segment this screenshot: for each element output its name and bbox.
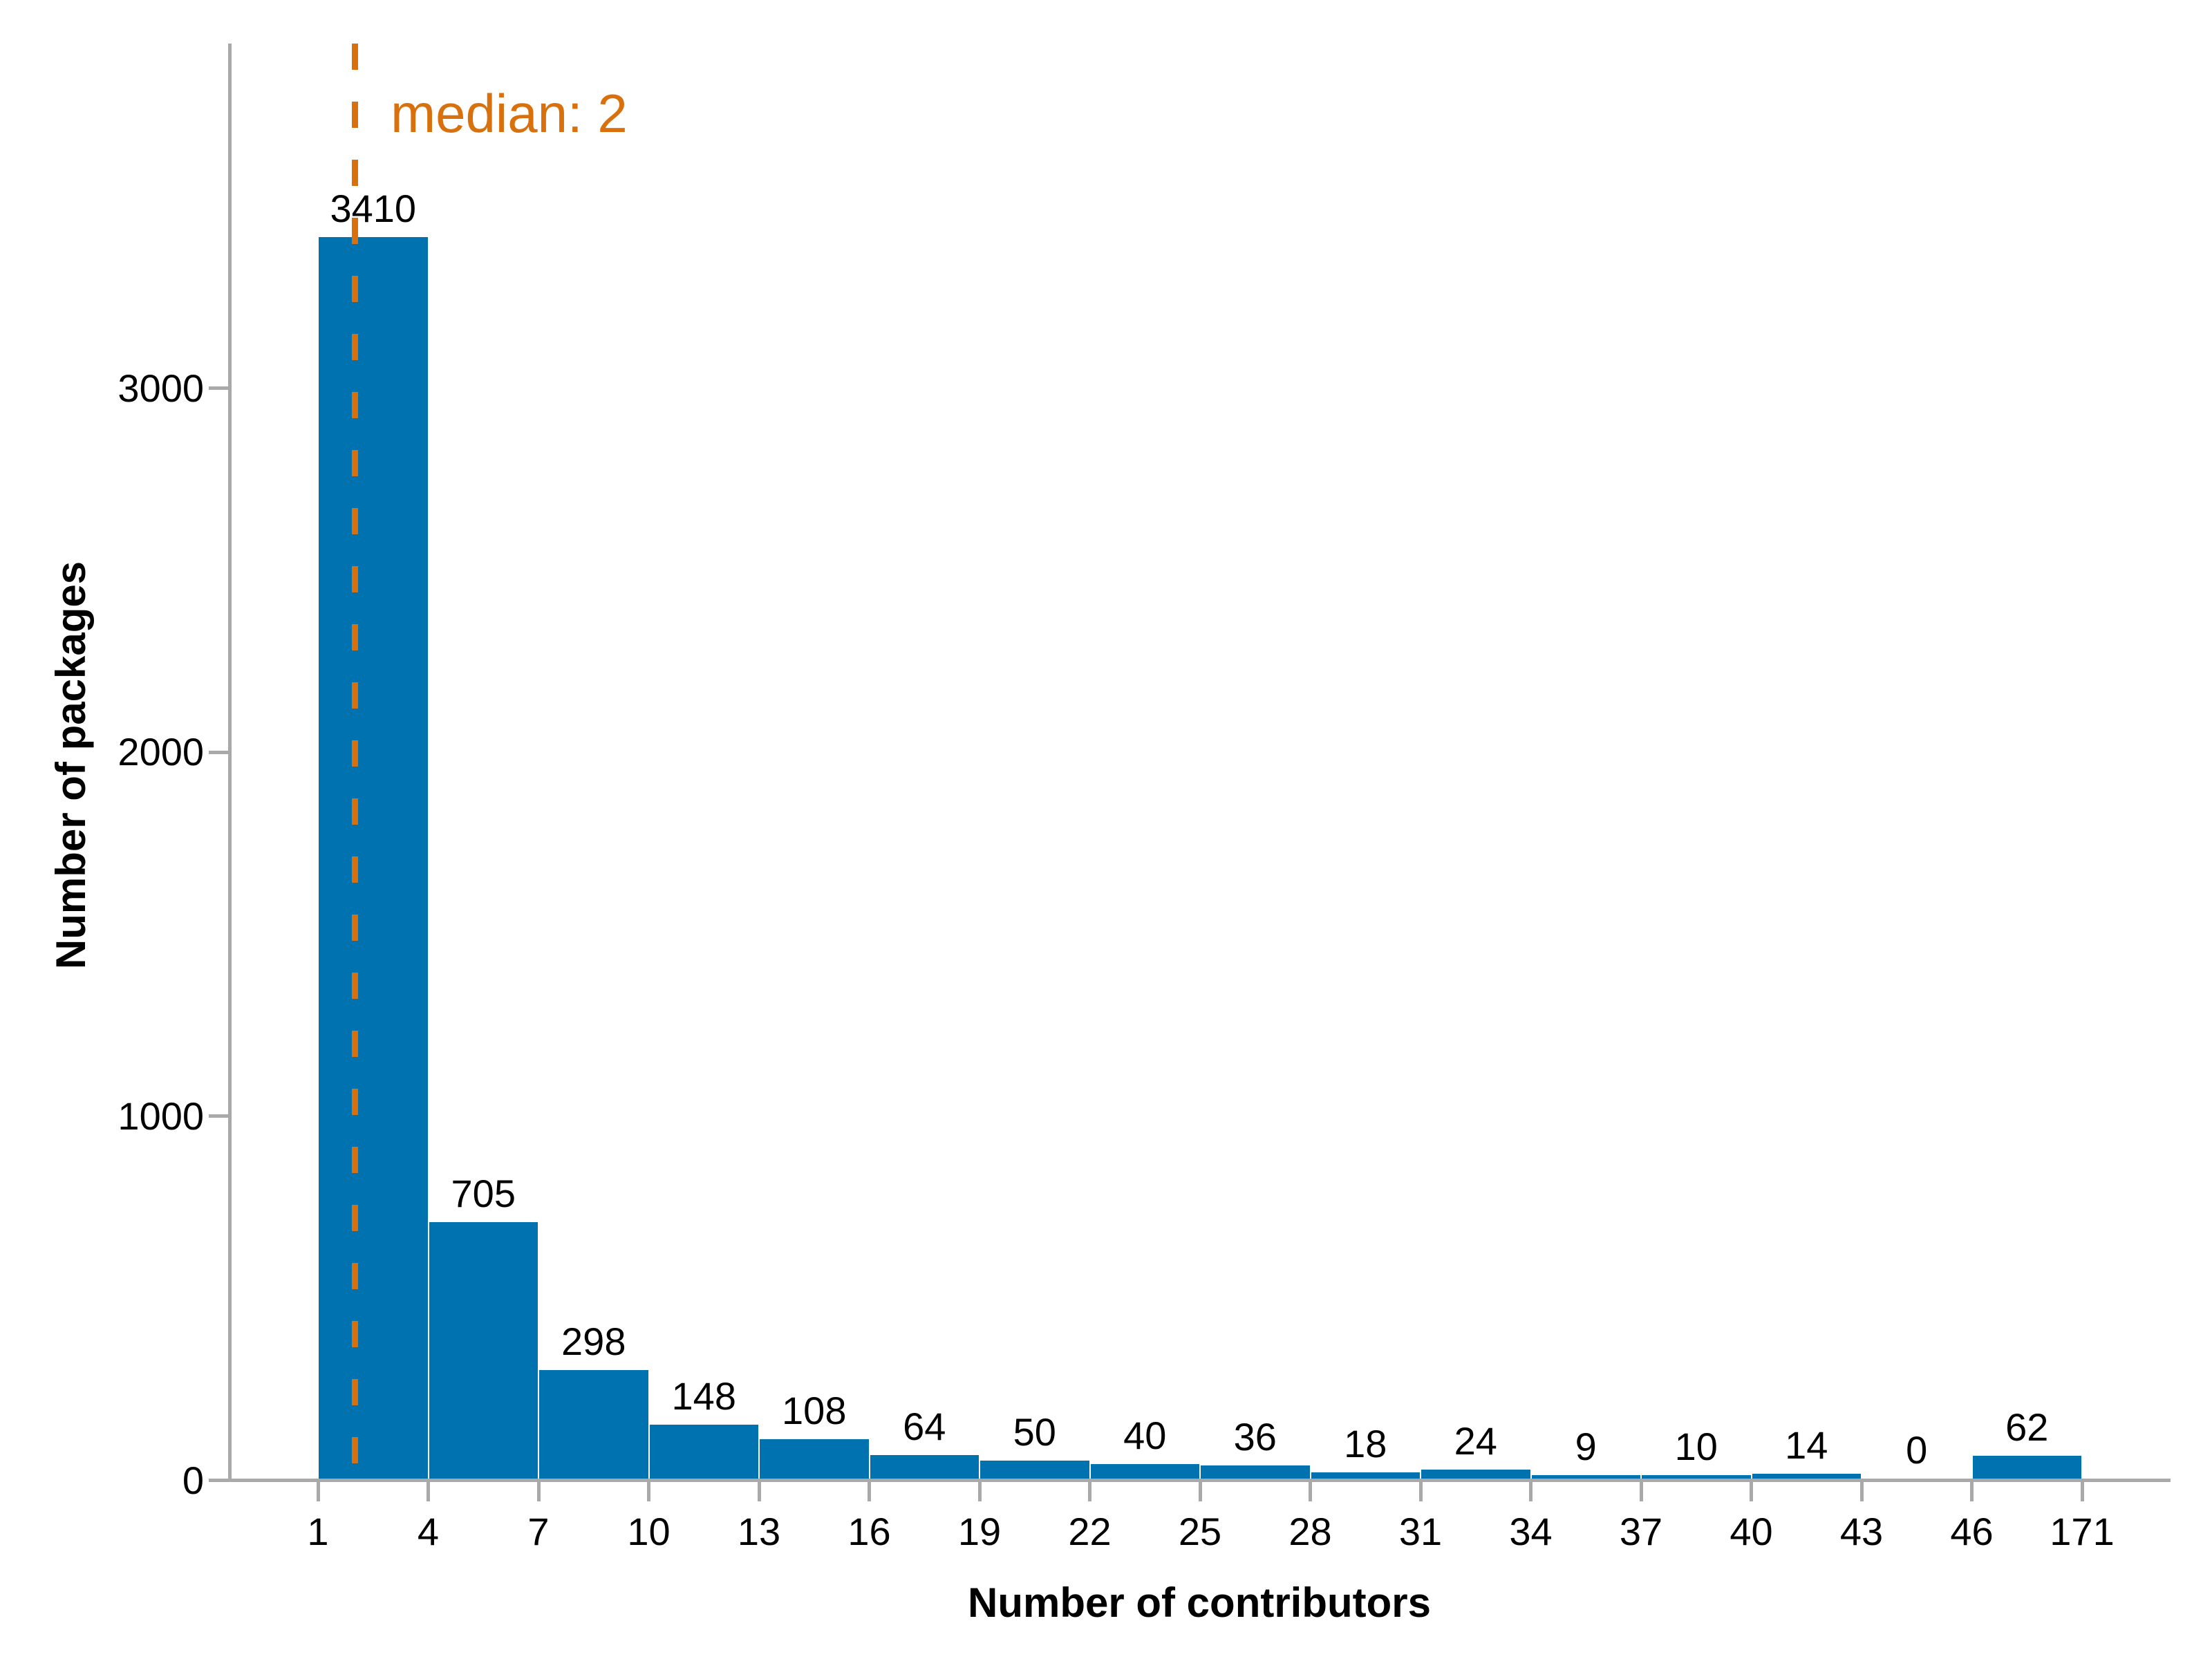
histogram-bar: [1090, 1464, 1199, 1479]
histogram-bar: [1752, 1474, 1861, 1479]
y-tick-label: 3000: [118, 366, 204, 410]
median-annotation: median: 2: [391, 83, 628, 144]
x-tick-label: 13: [737, 1510, 781, 1553]
bar-value-label: 14: [1785, 1423, 1828, 1467]
bar-value-label: 50: [1013, 1410, 1056, 1454]
histogram-bar: [1421, 1470, 1530, 1479]
x-tick-mark: [2080, 1482, 2084, 1501]
histogram-bar: [870, 1455, 979, 1479]
x-tick-mark: [1088, 1482, 1091, 1501]
x-tick-label: 46: [1950, 1510, 1994, 1553]
x-tick-label: 25: [1178, 1510, 1222, 1553]
x-tick-label: 43: [1839, 1510, 1884, 1553]
bar-value-label: 108: [782, 1389, 847, 1432]
histogram-bar: [1531, 1475, 1640, 1479]
x-tick-label: 40: [1730, 1510, 1773, 1553]
x-tick-mark: [1418, 1482, 1423, 1501]
histogram-bar: [319, 237, 428, 1479]
y-tick-label: 2000: [118, 730, 204, 774]
y-tick-mark: [209, 1479, 228, 1482]
x-tick-label: 7: [527, 1510, 550, 1553]
x-tick-label: 1: [307, 1510, 329, 1553]
bar-value-label: 62: [2005, 1405, 2049, 1449]
x-tick-label: 28: [1288, 1510, 1332, 1553]
bar-value-label: 40: [1123, 1414, 1167, 1457]
x-axis-line: [228, 1479, 2171, 1482]
histogram-bar: [1642, 1475, 1751, 1479]
x-tick-mark: [316, 1482, 320, 1501]
x-tick-label: 37: [1619, 1510, 1663, 1553]
x-tick-mark: [868, 1482, 871, 1501]
median-line: [351, 44, 358, 1479]
y-tick-label: 1000: [118, 1094, 204, 1138]
x-tick-label: 10: [627, 1510, 671, 1553]
y-tick-mark: [209, 750, 228, 754]
x-tick-mark: [1750, 1482, 1753, 1501]
y-tick-mark: [209, 386, 228, 391]
x-tick-mark: [1529, 1482, 1533, 1501]
bar-value-label: 9: [1575, 1425, 1597, 1468]
histogram-bar: [1311, 1472, 1420, 1479]
y-tick-mark: [209, 1114, 228, 1118]
x-tick-label: 19: [957, 1510, 1002, 1553]
x-tick-mark: [1639, 1482, 1643, 1501]
x-tick-label: 22: [1068, 1510, 1112, 1553]
histogram-bar: [1201, 1465, 1310, 1479]
x-tick-mark: [1198, 1482, 1202, 1501]
x-tick-mark: [1970, 1482, 1974, 1501]
y-tick-label: 0: [182, 1458, 204, 1502]
bar-value-label: 148: [671, 1374, 736, 1418]
bar-value-label: 64: [903, 1405, 946, 1448]
x-tick-mark: [536, 1482, 541, 1501]
bar-value-label: 298: [561, 1320, 626, 1363]
x-axis-title: Number of contributors: [968, 1580, 1431, 1626]
bar-value-label: 10: [1674, 1425, 1718, 1468]
bar-value-label: 36: [1233, 1415, 1277, 1459]
x-tick-label: 4: [417, 1510, 440, 1553]
bar-value-label: 24: [1454, 1419, 1497, 1463]
x-tick-mark: [757, 1482, 761, 1501]
x-tick-label: 31: [1398, 1510, 1443, 1553]
y-axis-line: [228, 44, 232, 1482]
bar-value-label: 0: [1906, 1428, 1928, 1472]
histogram-bar: [649, 1425, 758, 1479]
x-tick-label: 171: [2050, 1510, 2115, 1553]
histogram-bar: [1972, 1456, 2081, 1479]
x-tick-label: 34: [1509, 1510, 1553, 1553]
x-tick-mark: [977, 1482, 982, 1501]
x-tick-mark: [1309, 1482, 1312, 1501]
bar-value-label: 18: [1344, 1422, 1387, 1465]
bar-value-label: 705: [451, 1172, 516, 1215]
histogram-bar: [760, 1439, 869, 1479]
x-tick-mark: [1859, 1482, 1864, 1501]
histogram-bar: [429, 1222, 538, 1479]
bar-value-label: 3410: [330, 187, 417, 230]
x-tick-label: 16: [847, 1510, 891, 1553]
x-tick-mark: [427, 1482, 430, 1501]
x-tick-mark: [647, 1482, 650, 1501]
histogram-bar: [539, 1370, 648, 1479]
histogram-bar: [980, 1461, 1089, 1479]
